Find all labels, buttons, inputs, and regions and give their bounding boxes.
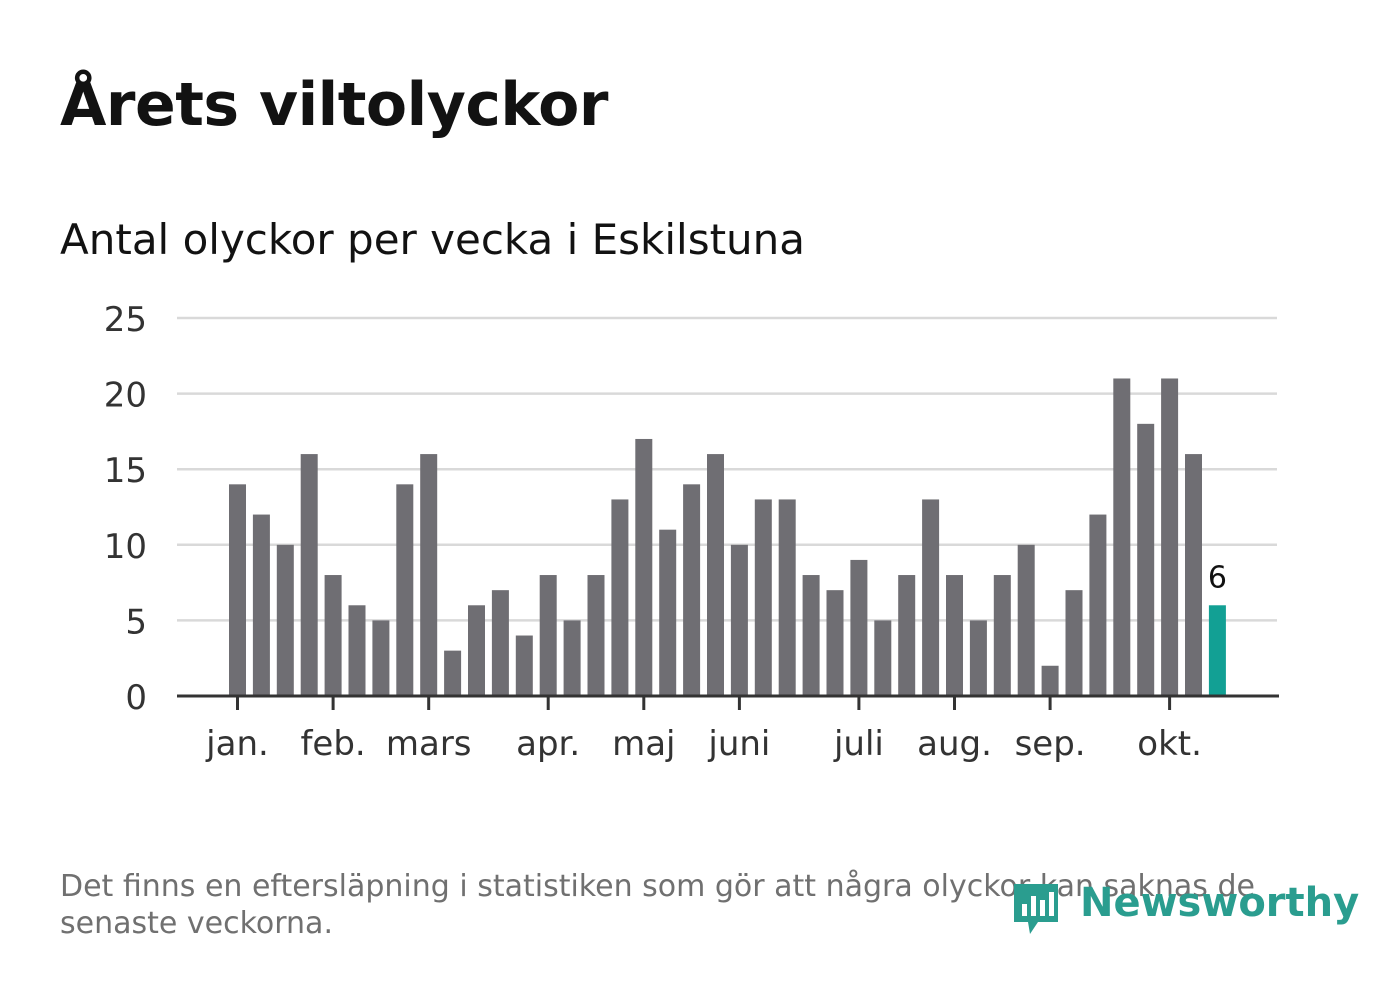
- x-tick-label: maj: [612, 724, 675, 764]
- y-tick-label: 5: [125, 602, 147, 642]
- x-tick-label: sep.: [1015, 724, 1086, 764]
- data-labels: 6: [1208, 560, 1227, 595]
- y-tick-label: 10: [104, 527, 147, 567]
- chart-title: Årets viltolyckor: [60, 70, 609, 140]
- bar: [659, 529, 677, 696]
- x-tick-label: jan.: [205, 724, 269, 764]
- bar: [539, 575, 557, 696]
- y-tick-label: 0: [125, 678, 147, 718]
- bar: [1089, 514, 1107, 696]
- bar: [1137, 423, 1155, 696]
- bar: [372, 620, 390, 696]
- bar-highlight: [1208, 605, 1226, 696]
- newsworthy-logo-icon: [1014, 884, 1058, 934]
- y-axis-ticks: 0 5 10 15 20 25: [104, 300, 147, 718]
- bar: [730, 544, 748, 696]
- bar: [1041, 665, 1059, 696]
- highlight-value-label: 6: [1208, 560, 1227, 595]
- bar: [1185, 454, 1202, 696]
- x-tick-label: okt.: [1137, 724, 1202, 764]
- bar: [324, 575, 342, 696]
- x-tick-label: juli: [833, 724, 884, 764]
- bar: [468, 605, 485, 696]
- bar: [850, 559, 868, 696]
- bar: [420, 454, 438, 696]
- x-tick-label: aug.: [917, 724, 992, 764]
- bar: [969, 620, 987, 696]
- bar: [683, 484, 701, 696]
- x-tick-label: apr.: [516, 724, 580, 764]
- grid-lines: [177, 316, 1277, 622]
- bar: [993, 575, 1011, 696]
- bar: [491, 590, 509, 696]
- bars: [229, 378, 1226, 696]
- bar: [874, 620, 892, 696]
- bar: [802, 575, 820, 696]
- bar: [778, 499, 796, 696]
- bar: [1017, 544, 1035, 696]
- bar: [229, 484, 246, 696]
- bar-chart: 0 5 10 15 20 25 jan. feb. mars apr. maj juni juli au…: [104, 300, 1279, 764]
- bar: [635, 438, 653, 696]
- bar: [826, 590, 844, 696]
- bar: [300, 454, 318, 696]
- newsworthy-logo: Newsworthy: [1010, 876, 1359, 942]
- bar: [922, 499, 940, 696]
- bar: [515, 635, 533, 696]
- bar: [276, 544, 294, 696]
- x-tick-label: juni: [707, 724, 770, 764]
- bar: [1065, 590, 1083, 696]
- y-tick-label: 25: [104, 300, 147, 340]
- bar: [563, 620, 581, 696]
- bar: [252, 514, 270, 696]
- bar: [946, 575, 963, 696]
- bar: [1161, 378, 1179, 696]
- bar: [898, 575, 916, 696]
- y-tick-label: 20: [104, 376, 147, 416]
- newsworthy-logo-text: Newsworthy: [1080, 880, 1360, 926]
- bar: [1113, 378, 1131, 696]
- bar: [348, 605, 366, 696]
- bar: [587, 575, 605, 696]
- x-tick-label: feb.: [300, 724, 365, 764]
- x-tick-label: mars: [386, 724, 472, 764]
- bar: [707, 454, 724, 696]
- y-tick-label: 15: [104, 451, 147, 491]
- bar: [754, 499, 772, 696]
- x-axis: jan. feb. mars apr. maj juni juli aug. sep. okt.: [177, 694, 1279, 764]
- bar: [396, 484, 414, 696]
- bar: [444, 650, 462, 696]
- chart-subtitle: Antal olyckor per vecka i Eskilstuna: [60, 215, 806, 264]
- bar: [611, 499, 629, 696]
